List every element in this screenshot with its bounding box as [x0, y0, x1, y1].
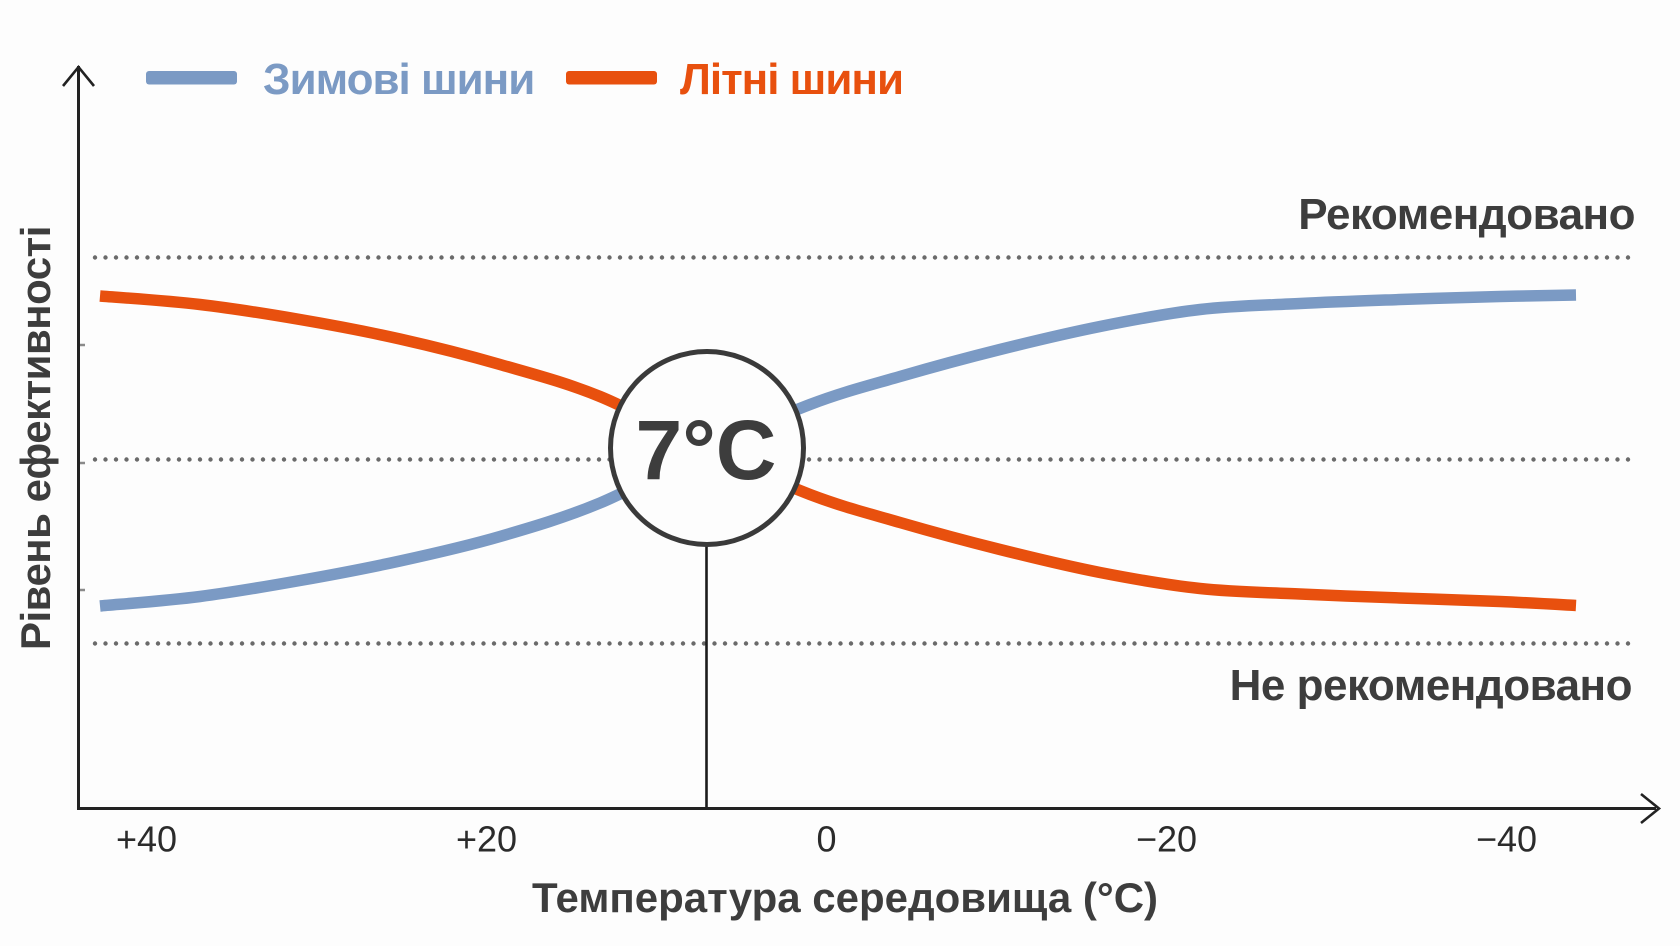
svg-text:−40: −40: [1476, 819, 1537, 860]
svg-text:7°C: 7°C: [636, 403, 777, 497]
svg-text:Зимові шини: Зимові шини: [263, 55, 534, 104]
svg-text:+20: +20: [456, 819, 517, 860]
svg-text:+40: +40: [116, 819, 177, 860]
svg-text:Літні шини: Літні шини: [680, 55, 903, 104]
svg-text:−20: −20: [1136, 819, 1197, 860]
svg-text:Не рекомендовано: Не рекомендовано: [1230, 661, 1632, 710]
svg-text:0: 0: [816, 819, 836, 860]
svg-text:Рекомендовано: Рекомендовано: [1298, 190, 1635, 239]
svg-text:Рівень ефективності: Рівень ефективності: [12, 226, 59, 650]
svg-text:Температура середовища (°C): Температура середовища (°C): [532, 874, 1158, 921]
